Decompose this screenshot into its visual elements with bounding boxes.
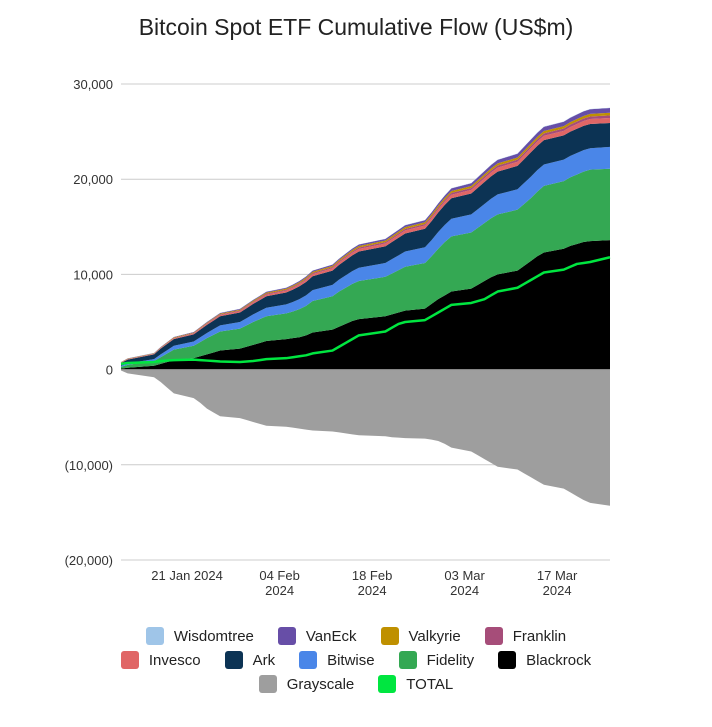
legend-label: Grayscale (286, 675, 355, 693)
legend-label: Valkyrie (408, 627, 461, 645)
area-bitwise (121, 146, 610, 367)
legend-label: Fidelity (426, 651, 475, 669)
legend-label: Ark (252, 651, 276, 669)
legend-row: Invesco Ark Bitwise Fidelity Blackrock (0, 648, 712, 672)
legend-swatch (145, 627, 164, 645)
legend-label: VanEck (305, 627, 357, 645)
x-tick-label: 04 Feb (259, 568, 299, 583)
y-tick-label: 10,000 (73, 267, 113, 282)
legend-item: Grayscale (258, 675, 355, 693)
x-tick-label: 21 Jan 2024 (151, 568, 223, 583)
legend-swatch (398, 651, 417, 669)
legend-swatch (224, 651, 243, 669)
area-ark (121, 123, 610, 366)
x-tick-label-year: 2024 (265, 583, 294, 598)
area-grayscale (121, 369, 610, 506)
x-tick-label-year: 2024 (358, 583, 387, 598)
legend-item: Franklin (484, 627, 567, 645)
area-blackrock (121, 240, 610, 370)
x-tick-label: 03 Mar (444, 568, 485, 583)
line-total (120, 256, 611, 366)
legend: Wisdomtree VanEck Valkyrie Franklin Invesco A… (0, 624, 712, 696)
chart-svg: 30,000 20,000 10,000 0 (10,000) (20,000) 21 Ja… (65, 77, 611, 598)
area-fidelity (121, 168, 610, 369)
legend-item: Blackrock (498, 651, 591, 669)
legend-swatch (498, 651, 517, 669)
legend-label: Bitwise (327, 651, 375, 669)
legend-item: Wisdomtree (145, 627, 254, 645)
legend-label: Franklin (512, 627, 567, 645)
legend-item: Bitwise (299, 651, 375, 669)
y-tick-label: 30,000 (73, 77, 113, 92)
x-tick-label-year: 2024 (450, 583, 479, 598)
y-tick-label: (20,000) (65, 553, 113, 568)
legend-item: TOTAL (378, 675, 453, 693)
x-tick-label-year: 2024 (543, 583, 572, 598)
legend-label: Wisdomtree (173, 627, 254, 645)
legend-item: Ark (224, 651, 276, 669)
legend-label: Invesco (148, 651, 201, 669)
y-tick-label: 0 (106, 363, 113, 378)
y-tick-label: (10,000) (65, 458, 113, 473)
legend-row: Grayscale TOTAL (0, 672, 712, 696)
legend-label: Blackrock (526, 651, 592, 669)
legend-item: VanEck (277, 627, 357, 645)
legend-swatch (378, 675, 397, 693)
legend-swatch (484, 627, 503, 645)
legend-item: Fidelity (398, 651, 475, 669)
legend-swatch (258, 675, 277, 693)
legend-row: Wisdomtree VanEck Valkyrie Franklin (0, 624, 712, 648)
legend-item: Invesco (120, 651, 201, 669)
legend-swatch (277, 627, 296, 645)
legend-label: TOTAL (406, 675, 454, 693)
legend-swatch (120, 651, 139, 669)
x-tick-label: 18 Feb (352, 568, 392, 583)
chart-title: Bitcoin Spot ETF Cumulative Flow (US$m) (138, 14, 574, 40)
legend-swatch (380, 627, 399, 645)
x-tick-label: 17 Mar (537, 568, 578, 583)
legend-swatch (299, 651, 318, 669)
y-tick-label: 20,000 (73, 172, 113, 187)
legend-item: Valkyrie (380, 627, 461, 645)
